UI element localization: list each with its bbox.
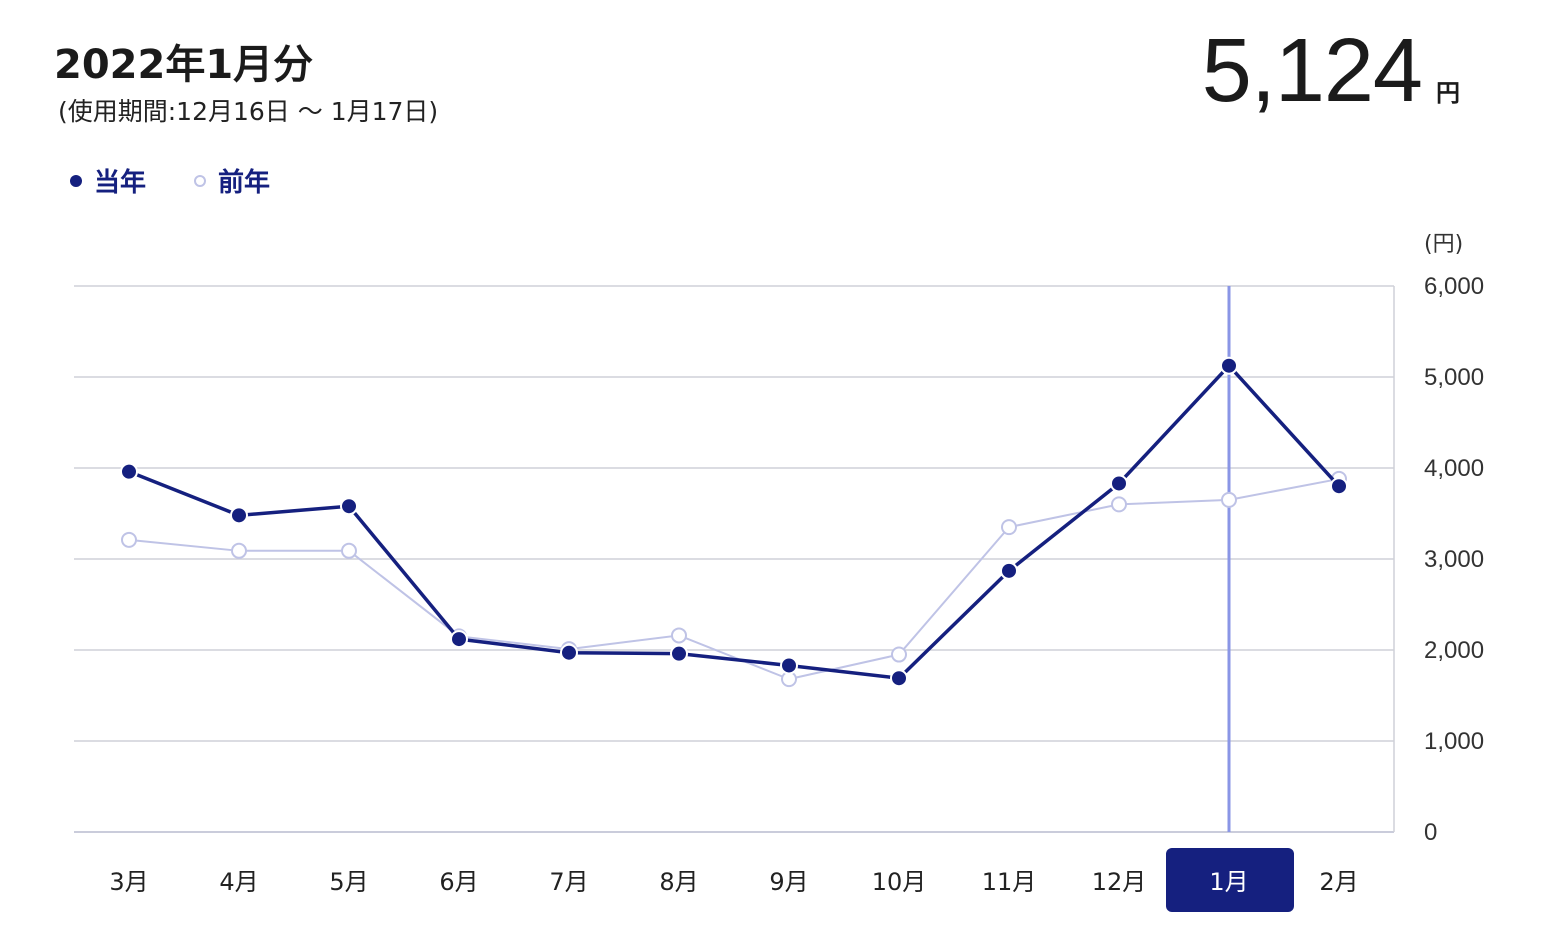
previous-year-point[interactable]	[1221, 491, 1237, 508]
y-tick-label: 1,000	[1424, 728, 1484, 755]
current-year-point[interactable]	[1220, 356, 1238, 375]
previous-year-point[interactable]	[671, 627, 687, 644]
x-tick-label[interactable]: 3月	[109, 868, 148, 896]
amount-display: 5,124 円	[1202, 26, 1460, 116]
selected-month-tab[interactable]	[1166, 848, 1294, 912]
current-year-point[interactable]	[1330, 477, 1348, 496]
chart-legend: 当年 前年	[70, 162, 318, 199]
usage-period: (使用期間:12月16日 〜 1月17日)	[58, 97, 439, 126]
current-year-point[interactable]	[340, 497, 358, 516]
previous-year-point[interactable]	[1001, 519, 1017, 536]
current-year-point[interactable]	[450, 630, 468, 649]
legend-previous-marker-icon	[194, 174, 207, 187]
current-year-point[interactable]	[230, 506, 248, 525]
current-year-point[interactable]	[1000, 561, 1018, 580]
current-year-point[interactable]	[890, 669, 908, 688]
amount-value: 5,124	[1201, 21, 1423, 121]
y-tick-label: 0	[1424, 819, 1437, 846]
previous-year-point[interactable]	[121, 531, 137, 548]
current-year-point[interactable]	[1110, 474, 1128, 493]
current-year-point[interactable]	[560, 643, 578, 662]
legend-previous[interactable]: 前年	[194, 162, 270, 199]
y-tick-label: 5,000	[1424, 364, 1484, 391]
x-tick-label[interactable]: 8月	[659, 868, 698, 896]
y-tick-label: 2,000	[1424, 637, 1484, 664]
x-tick-label[interactable]: 7月	[549, 868, 588, 896]
previous-year-point[interactable]	[231, 542, 247, 559]
legend-current[interactable]: 当年	[70, 162, 146, 199]
legend-previous-label: 前年	[218, 168, 271, 198]
x-tick-label[interactable]: 6月	[439, 868, 478, 896]
x-tick-label[interactable]: 12月	[1092, 868, 1147, 896]
previous-year-point[interactable]	[1111, 496, 1127, 513]
y-tick-label: 6,000	[1424, 273, 1484, 300]
y-tick-label: 4,000	[1424, 455, 1484, 482]
previous-year-point[interactable]	[891, 646, 907, 663]
x-tick-label[interactable]: 4月	[219, 868, 258, 896]
current-year-point[interactable]	[780, 656, 798, 675]
x-tick-label[interactable]: 11月	[982, 868, 1037, 896]
amount-unit: 円	[1436, 79, 1460, 107]
y-tick-label: 3,000	[1424, 546, 1484, 573]
current-year-point[interactable]	[670, 644, 688, 663]
x-tick-label[interactable]: 9月	[769, 868, 808, 896]
x-tick-label[interactable]: 5月	[329, 868, 368, 896]
x-tick-label[interactable]: 1月	[1209, 868, 1248, 896]
current-year-point[interactable]	[120, 462, 138, 481]
previous-year-point[interactable]	[341, 542, 357, 559]
legend-current-label: 当年	[94, 168, 147, 198]
x-tick-label[interactable]: 2月	[1319, 868, 1358, 896]
y-axis-unit-label: (円)	[1424, 232, 1464, 257]
x-tick-label[interactable]: 10月	[872, 868, 927, 896]
previous-year-line	[128, 477, 1340, 681]
page-title: 2022年1月分	[54, 42, 314, 88]
legend-current-marker-icon	[70, 174, 82, 187]
current-year-line	[128, 363, 1341, 680]
